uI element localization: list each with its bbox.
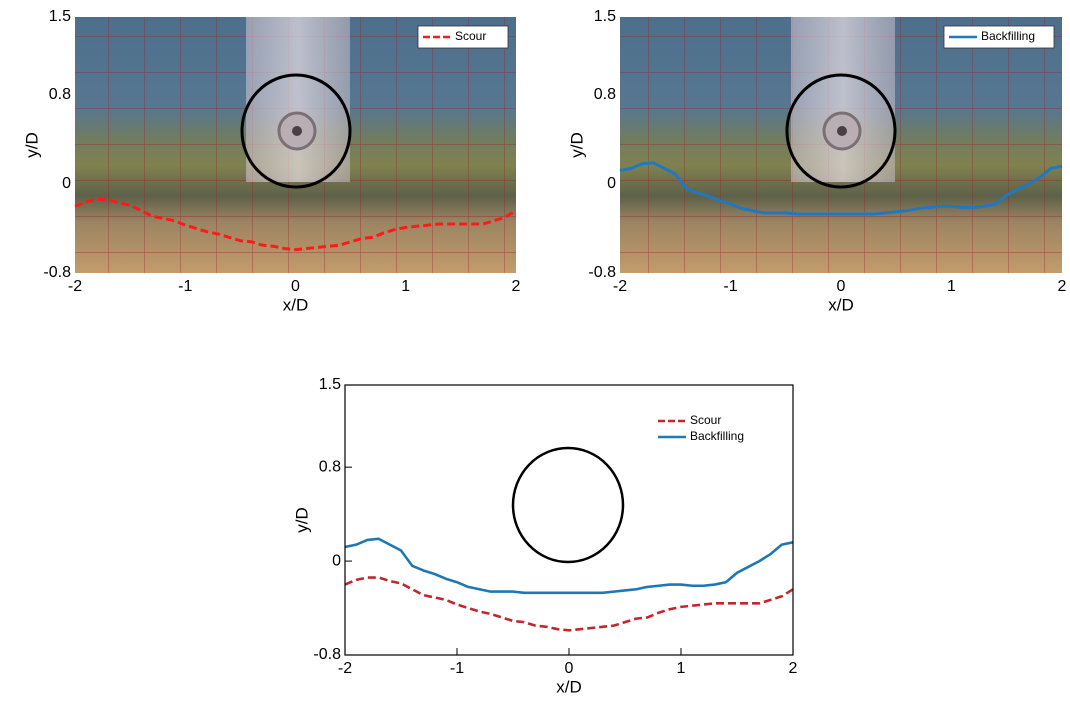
x-tick-label: -1 [450, 660, 464, 677]
y-tick-label: 1.5 [594, 8, 616, 25]
y-tick-label: 0.8 [594, 86, 616, 103]
y-tick-label: -0.8 [588, 264, 616, 281]
x-tick-label: 0 [565, 660, 574, 677]
photo-background [620, 17, 1062, 273]
y-tick-label: -0.8 [43, 264, 71, 281]
x-tick-label: -1 [723, 278, 737, 295]
x-tick-label: 2 [789, 660, 798, 677]
legend: Scour Backfilling [658, 413, 744, 443]
chart: -2 -1 0 1 2 -0.8 0 0.8 1.5 x/D y/D Scour Backfilling [292, 376, 797, 696]
x-tick-label: -2 [68, 278, 82, 295]
y-tick-label: 0 [332, 552, 341, 569]
y-tick-label: 1.5 [49, 8, 71, 25]
y-axis-label: y/D [292, 507, 311, 533]
x-tick-label: -1 [178, 278, 192, 295]
x-tick-label: 2 [1058, 278, 1067, 295]
y-tick-label: 0.8 [49, 86, 71, 103]
legend-frame [943, 25, 1055, 49]
x-tick-label: 1 [677, 660, 686, 677]
x-tick-label: 1 [947, 278, 956, 295]
legend-label: Scour [690, 413, 721, 427]
y-tick-label: 1.5 [319, 376, 341, 393]
series-line [619, 161, 1063, 216]
legend-label: Scour [455, 29, 486, 43]
legend-frame [417, 25, 509, 49]
series-line [74, 198, 517, 252]
x-tick-label: -2 [338, 660, 352, 677]
chart: -2 -1 0 1 2 -0.8 0 0.8 1.5 x/D y/D Scour [22, 8, 520, 314]
pile-outline [785, 73, 897, 189]
x-axis-label: x/D [556, 677, 582, 696]
plots: -2 -1 0 1 2 -0.8 0 0.8 1.5 x/D y/D Scour -2 -1 0 1 2 -0.8… [22, 8, 1066, 696]
plot-area [345, 385, 793, 655]
y-tick-label: 0 [607, 175, 616, 192]
y-tick-label: 0 [62, 175, 71, 192]
y-tick-label: -0.8 [313, 646, 341, 663]
legend: Scour [417, 25, 509, 49]
legend: Backfilling [943, 25, 1055, 49]
x-tick-label: -2 [613, 278, 627, 295]
pile-outline [240, 73, 352, 189]
legend-label: Backfilling [981, 29, 1035, 43]
x-tick-label: 1 [401, 278, 410, 295]
plot-frame [344, 384, 794, 656]
chart: -2 -1 0 1 2 -0.8 0 0.8 1.5 x/D y/D Backfilling [567, 8, 1066, 314]
photo-background [75, 17, 516, 273]
x-tick-label: 0 [291, 278, 300, 295]
series-line [344, 537, 794, 595]
y-axis-label: y/D [567, 132, 586, 158]
x-tick-label: 2 [512, 278, 521, 295]
series-line [344, 576, 794, 632]
pile-outline [511, 446, 625, 564]
x-axis-label: x/D [283, 295, 309, 314]
x-axis-label: x/D [828, 295, 854, 314]
y-axis-label: y/D [22, 132, 41, 158]
x-tick-label: 0 [837, 278, 846, 295]
y-tick-label: 0.8 [319, 458, 341, 475]
legend-label: Backfilling [690, 429, 744, 443]
